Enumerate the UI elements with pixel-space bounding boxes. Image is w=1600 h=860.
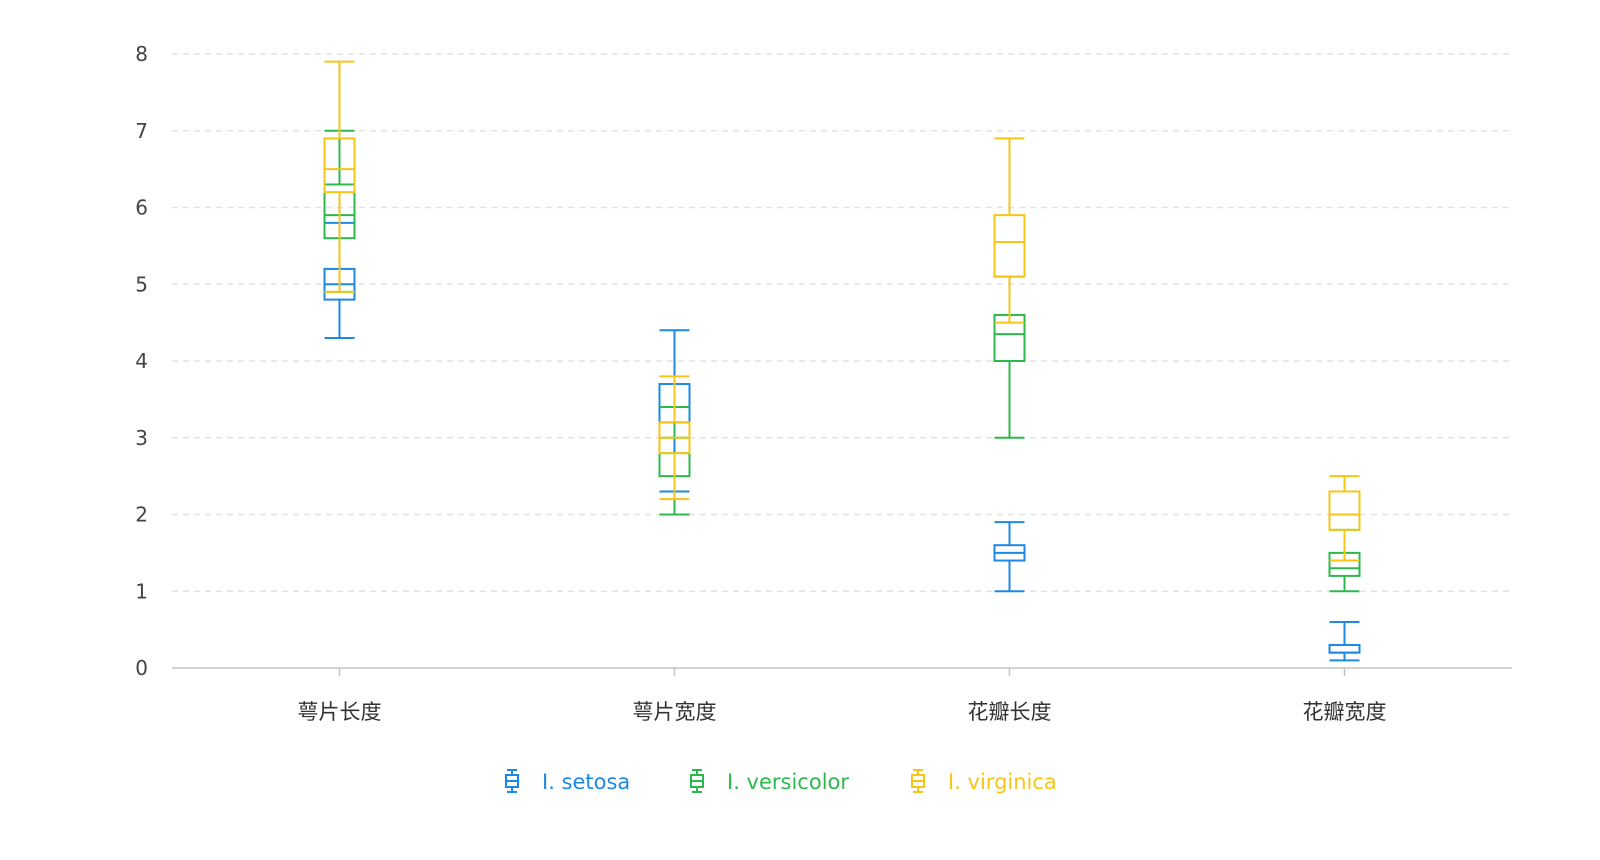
boxplot-legend-icon bbox=[911, 769, 925, 793]
box-i-virginica-0[interactable] bbox=[323, 60, 356, 293]
boxplot-legend-icon bbox=[690, 769, 704, 793]
box-i-setosa-3[interactable] bbox=[1328, 620, 1361, 662]
box-i-virginica-1[interactable] bbox=[658, 375, 691, 501]
plot-area bbox=[323, 60, 1361, 662]
y-tick-label: 6 bbox=[135, 196, 148, 220]
iqr-box bbox=[1328, 643, 1361, 654]
y-tick-label: 3 bbox=[135, 426, 148, 450]
legend-label: I. versicolor bbox=[727, 770, 849, 794]
x-tick-label: 花瓣长度 bbox=[968, 700, 1052, 724]
legend-label: I. setosa bbox=[542, 770, 630, 794]
y-tick-label: 2 bbox=[135, 503, 148, 527]
y-tick-label: 4 bbox=[135, 349, 148, 373]
box-i-virginica-3[interactable] bbox=[1328, 475, 1361, 562]
x-tick-label: 萼片宽度 bbox=[633, 700, 717, 724]
y-tick-label: 1 bbox=[135, 579, 148, 603]
y-tick-label: 8 bbox=[135, 42, 148, 66]
iqr-box bbox=[993, 214, 1026, 278]
grid-lines bbox=[172, 53, 1512, 592]
box-i-virginica-2[interactable] bbox=[993, 137, 1026, 324]
legend-item-i-setosa[interactable]: I. setosa bbox=[505, 769, 630, 794]
legend-item-i-versicolor[interactable]: I. versicolor bbox=[690, 769, 849, 794]
boxplot-legend-icon bbox=[505, 769, 519, 793]
y-tick-label: 0 bbox=[135, 656, 148, 680]
y-tick-label: 5 bbox=[135, 272, 148, 296]
legend: I. setosa I. versicolor I. virginica bbox=[505, 769, 1057, 794]
x-tick-label: 萼片长度 bbox=[298, 700, 382, 724]
axes: 0 1 2 3 4 5 6 7 8 萼片长度 萼片宽度 花瓣长度 花瓣宽度 bbox=[135, 42, 1512, 724]
box-i-setosa-2[interactable] bbox=[993, 521, 1026, 593]
iqr-box bbox=[1328, 490, 1361, 531]
legend-label: I. virginica bbox=[948, 770, 1057, 794]
iqr-box bbox=[323, 137, 356, 194]
x-tick-label: 花瓣宽度 bbox=[1303, 700, 1387, 724]
legend-item-i-virginica[interactable]: I. virginica bbox=[911, 769, 1057, 794]
y-tick-label: 7 bbox=[135, 119, 148, 143]
